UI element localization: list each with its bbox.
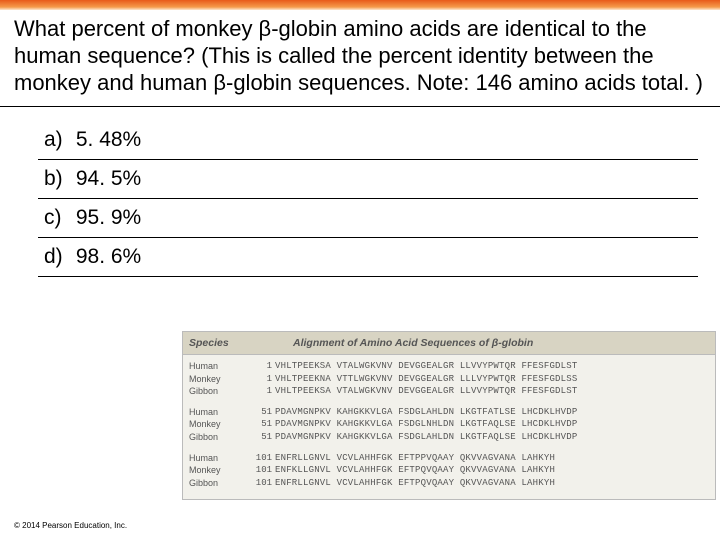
table-row: Monkey 1 VHLTPEEKNA VTTLWGKVNV DEVGGEALG… [183, 373, 715, 386]
table-row: Gibbon 1 VHLTPEEKSA VTALWGKVNV DEVGGEALG… [183, 385, 715, 398]
question-text: What percent of monkey β-globin amino ac… [0, 10, 720, 107]
sequence-group: Human 1 VHLTPEEKSA VTALWGKVNV DEVGGEALGR… [183, 358, 715, 404]
sequence-cell: VHLTPEEKSA VTALWGKVNV DEVGGEALGR LLVVYPW… [275, 385, 709, 398]
sequence-cell: ENFKLLGNVL VCVLAHHFGK EFTPQVQAAY QKVVAGV… [275, 464, 709, 477]
option-c[interactable]: c) 95. 9% [38, 199, 698, 238]
sequence-cell: VHLTPEEKSA VTALWGKVNV DEVGGEALGR LLVVYPW… [275, 360, 709, 373]
sequence-cell: ENFRLLGNVL VCVLAHHFGK EFTPQVQAAY QKVVAGV… [275, 477, 709, 490]
option-letter: d) [44, 245, 70, 269]
species-cell: Gibbon [189, 385, 251, 398]
species-cell: Human [189, 360, 251, 373]
option-value: 98. 6% [76, 245, 141, 268]
position-cell: 1 [251, 373, 275, 386]
position-cell: 1 [251, 385, 275, 398]
position-cell: 101 [251, 477, 275, 490]
header-alignment: Alignment of Amino Acid Sequences of β-g… [251, 332, 715, 354]
sequence-cell: PDAVMGNPKV KAHGKKVLGA FSDGLAHLDN LKGTFAT… [275, 406, 709, 419]
alignment-table: Species Alignment of Amino Acid Sequence… [182, 331, 716, 500]
position-cell: 101 [251, 464, 275, 477]
option-value: 94. 5% [76, 167, 141, 190]
option-letter: c) [44, 206, 70, 230]
option-b[interactable]: b) 94. 5% [38, 160, 698, 199]
option-value: 95. 9% [76, 206, 141, 229]
table-row: Monkey 101 ENFKLLGNVL VCVLAHHFGK EFTPQVQ… [183, 464, 715, 477]
copyright-text: © 2014 Pearson Education, Inc. [14, 521, 127, 530]
option-d[interactable]: d) 98. 6% [38, 238, 698, 277]
species-cell: Monkey [189, 464, 251, 477]
position-cell: 101 [251, 452, 275, 465]
sequence-cell: ENFRLLGNVL VCVLAHHFGK EFTPPVQAAY QKVVAGV… [275, 452, 709, 465]
species-cell: Gibbon [189, 431, 251, 444]
table-row: Monkey 51 PDAVMGNPKV KAHGKKVLGA FSDGLNHL… [183, 418, 715, 431]
position-cell: 51 [251, 406, 275, 419]
species-cell: Monkey [189, 418, 251, 431]
sequence-cell: PDAVMGNPKV KAHGKKVLGA FSDGLNHLDN LKGTFAQ… [275, 418, 709, 431]
position-cell: 51 [251, 418, 275, 431]
option-letter: a) [44, 128, 70, 152]
table-row: Human 51 PDAVMGNPKV KAHGKKVLGA FSDGLAHLD… [183, 406, 715, 419]
table-row: Human 1 VHLTPEEKSA VTALWGKVNV DEVGGEALGR… [183, 360, 715, 373]
sequence-group: Human 51 PDAVMGNPKV KAHGKKVLGA FSDGLAHLD… [183, 404, 715, 450]
option-a[interactable]: a) 5. 48% [38, 121, 698, 160]
species-cell: Human [189, 452, 251, 465]
species-cell: Gibbon [189, 477, 251, 490]
sequence-cell: VHLTPEEKNA VTTLWGKVNV DEVGGEALGR LLLVYPW… [275, 373, 709, 386]
table-header: Species Alignment of Amino Acid Sequence… [183, 332, 715, 355]
table-row: Human 101 ENFRLLGNVL VCVLAHHFGK EFTPPVQA… [183, 452, 715, 465]
species-cell: Monkey [189, 373, 251, 386]
sequence-cell: PDAVMGNPKV KAHGKKVLGA FSDGLAHLDN LKGTFAQ… [275, 431, 709, 444]
answer-options: a) 5. 48% b) 94. 5% c) 95. 9% d) 98. 6% [0, 107, 720, 277]
species-cell: Human [189, 406, 251, 419]
option-letter: b) [44, 167, 70, 191]
accent-bar [0, 0, 720, 10]
option-value: 5. 48% [76, 128, 141, 151]
table-body: Human 1 VHLTPEEKSA VTALWGKVNV DEVGGEALGR… [183, 355, 715, 499]
position-cell: 51 [251, 431, 275, 444]
table-row: Gibbon 101 ENFRLLGNVL VCVLAHHFGK EFTPQVQ… [183, 477, 715, 490]
table-row: Gibbon 51 PDAVMGNPKV KAHGKKVLGA FSDGLAHL… [183, 431, 715, 444]
sequence-group: Human 101 ENFRLLGNVL VCVLAHHFGK EFTPPVQA… [183, 450, 715, 496]
position-cell: 1 [251, 360, 275, 373]
header-species: Species [183, 332, 251, 354]
